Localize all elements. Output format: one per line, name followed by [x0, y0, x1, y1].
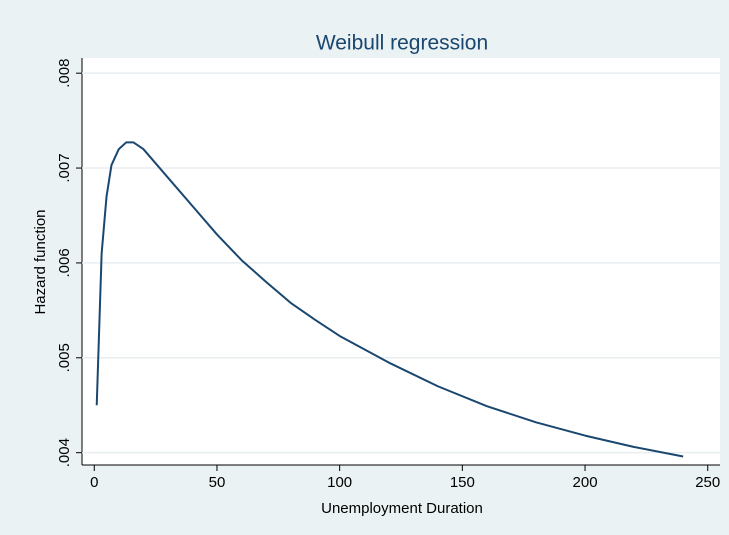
x-tick-label: 100: [327, 474, 352, 491]
x-tick-label: 150: [450, 474, 475, 491]
y-axis-title: Hazard function: [32, 209, 49, 314]
data-line: [95, 141, 684, 458]
x-axis-title: Unemployment Duration: [321, 500, 483, 517]
x-tick-label: 50: [209, 474, 226, 491]
x-tick-label: 250: [695, 474, 720, 491]
y-tick-label: .008: [56, 59, 73, 88]
y-tick-label: .007: [56, 153, 73, 182]
chart-title: Weibull regression: [316, 32, 488, 55]
x-tick-label: 200: [573, 474, 598, 491]
y-tick-label: .005: [56, 343, 73, 372]
x-tick-label: 0: [90, 474, 98, 491]
plot-area: [82, 58, 720, 465]
y-tick-label: .006: [56, 248, 73, 277]
y-tick-label: .004: [56, 438, 73, 467]
